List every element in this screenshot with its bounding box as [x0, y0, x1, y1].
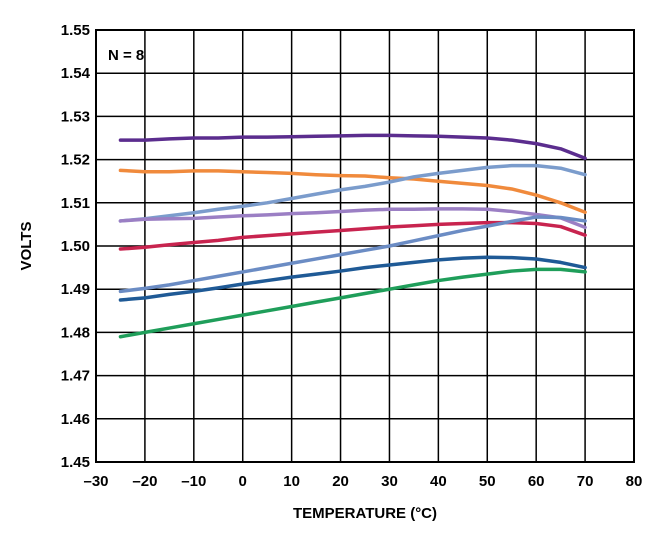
x-tick-label: –30 — [83, 473, 108, 490]
x-tick-label: 30 — [381, 473, 398, 490]
series-line-6 — [118, 215, 587, 294]
x-tick-label: 0 — [239, 473, 247, 490]
x-tick-labels: –30 –20 –10 0 10 20 30 40 50 60 70 80 — [83, 473, 642, 490]
x-tick-label: 20 — [332, 473, 349, 490]
series-line-8 — [118, 267, 587, 339]
series-line-7 — [118, 255, 587, 302]
series-line-3 — [118, 163, 587, 223]
y-tick-labels: 1.45 1.46 1.47 1.48 1.49 1.50 1.51 1.52 1.53 1.54… — [61, 22, 91, 471]
x-tick-label: 50 — [479, 473, 496, 490]
x-tick-label: 40 — [430, 473, 447, 490]
y-tick-label: 1.49 — [61, 281, 90, 298]
x-tick-label: –10 — [181, 473, 206, 490]
y-tick-label: 1.47 — [61, 368, 90, 385]
y-axis-title: VOLTS — [18, 222, 35, 271]
series-line-1 — [118, 133, 587, 161]
y-tick-label: 1.46 — [61, 411, 90, 428]
series-line-2 — [118, 168, 587, 215]
y-tick-label: 1.54 — [61, 65, 91, 82]
plot-frame — [95, 29, 635, 463]
y-tick-label: 1.45 — [61, 454, 90, 471]
x-axis-title: TEMPERATURE (°C) — [293, 505, 437, 522]
y-tick-label: 1.48 — [61, 324, 90, 341]
series-line-4 — [118, 207, 587, 230]
y-tick-label: 1.51 — [61, 195, 90, 212]
x-tick-label: –20 — [132, 473, 157, 490]
x-tick-label: 70 — [577, 473, 594, 490]
x-tick-label: 80 — [626, 473, 643, 490]
y-tick-label: 1.50 — [61, 238, 90, 255]
x-tick-label: 10 — [283, 473, 300, 490]
annotation-label: N = 8 — [108, 47, 144, 64]
grid-lines — [95, 29, 635, 463]
y-tick-label: 1.52 — [61, 152, 90, 169]
x-tick-label: 60 — [528, 473, 545, 490]
series-lines — [118, 133, 587, 339]
y-tick-label: 1.53 — [61, 108, 90, 125]
y-tick-label: 1.55 — [61, 22, 90, 39]
